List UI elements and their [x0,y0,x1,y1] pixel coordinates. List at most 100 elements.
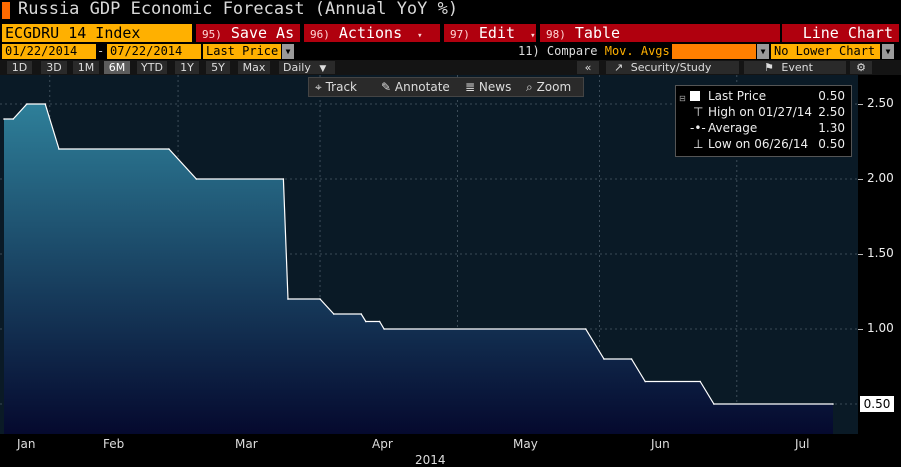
low-marker-icon: ⊥ [693,137,704,151]
security-study-button[interactable]: ↗ Security/Study [606,61,739,74]
save-as-button[interactable]: 95) Save As [196,24,300,42]
data-point [319,298,321,300]
legend-last-price-value: 0.50 [818,89,845,103]
collapse-button[interactable]: « [577,61,599,74]
data-point [630,358,633,360]
crosshair-icon: ⌖ [315,80,322,94]
legend-high-value: 2.50 [818,105,845,119]
chart-tools: ⌖ Track ✎ Annotate ≣ News ⌕ Zoom [308,77,584,97]
y-tick [858,329,863,330]
legend-last-price[interactable]: ⊟ Last Price 0.50 [676,88,851,104]
y-tick-label: 1.50 [867,246,894,260]
chevron-down-icon: ▼ [319,64,327,74]
y-tick [858,104,863,105]
area-fill [4,104,833,434]
mov-avgs-field[interactable] [672,44,756,59]
data-point [603,358,605,360]
chevron-down-icon[interactable]: ▼ [282,44,294,59]
compare-number: 11) [518,44,540,58]
square-icon [690,91,700,101]
table-label: Table [574,24,621,42]
legend-low-label: Low on 06/26/14 [708,137,809,151]
tab-max[interactable]: Max [238,61,270,74]
actions-label: Actions [338,24,403,42]
save-as-number: 95) [202,28,222,41]
pencil-icon: ✎ [381,80,392,94]
tab-6m[interactable]: 6M [104,61,130,74]
data-point [168,148,170,150]
y-tick-label: 2.00 [867,171,894,185]
table-button[interactable]: 98) Table [540,24,780,42]
x-tick-label: Jan [17,437,36,451]
chart-line-icon: ↗ [614,61,624,74]
data-point [3,118,5,120]
security-study-label: Security/Study [630,61,712,74]
frequency-label: Daily [283,61,311,74]
ticker-field[interactable]: ECGDRU 14 Index [2,24,192,42]
data-point [699,380,701,383]
price-line [4,103,833,405]
zoom-button[interactable]: ⌕ Zoom [526,79,571,95]
frequency-select[interactable]: Daily ▼ [279,61,335,74]
x-tick-label: May [513,437,538,451]
x-tick-label: Jul [795,437,810,451]
data-point [26,103,28,105]
tab-1m[interactable]: 1M [73,61,99,74]
start-date-field[interactable]: 01/22/2014 [2,44,96,59]
save-as-label: Save As [230,24,295,42]
lower-chart-select[interactable]: No Lower Chart [771,44,880,59]
annotate-label: Annotate [394,80,450,94]
tab-ytd[interactable]: YTD [137,61,167,74]
track-label: Track [325,80,357,94]
tab-5y[interactable]: 5Y [206,61,230,74]
data-point [383,328,385,330]
x-tick-label: Apr [372,437,393,451]
actions-button[interactable]: 96) Actions ▾ [304,24,440,42]
tab-3d[interactable]: 3D [41,61,67,74]
edit-label: Edit [478,24,516,42]
price-field-select[interactable]: Last Price [203,44,281,59]
actions-number: 96) [310,28,330,41]
range-row: 01/22/2014 - 07/22/2014 Last Price ▼ 11)… [0,43,901,60]
data-point [713,403,715,405]
chevron-down-icon: ▾ [530,31,536,41]
tab-1d[interactable]: 1D [7,61,32,74]
data-point [58,148,60,150]
collapse-icon[interactable]: ⊟ [679,94,686,103]
data-point [195,178,198,180]
y-tick [858,254,863,255]
news-label: News [478,80,512,94]
gear-icon[interactable]: ⚙ [850,61,872,74]
annotate-button[interactable]: ✎ Annotate [381,79,450,95]
title-marker [2,2,10,19]
data-point [378,320,381,323]
zoom-label: Zoom [536,80,572,94]
compare-label: Compare [546,44,598,58]
data-point [282,178,285,180]
legend-average-label: Average [708,121,758,135]
data-point [12,118,14,120]
news-icon: ≣ [465,80,476,94]
edit-number: 97) [450,28,470,41]
legend-high-label: High on 01/27/14 [708,105,813,119]
chevron-down-icon[interactable]: ▼ [757,44,769,59]
period-row: 1D 3D 1M 6M YTD 1Y 5Y Max Daily ▼ « ↗ Se… [0,60,901,75]
x-tick-label: Mar [235,437,258,451]
legend-last-price-label: Last Price [708,89,767,103]
compare-control[interactable]: 11) Compare Mov. Avgs [518,44,670,59]
tab-1y[interactable]: 1Y [175,61,199,74]
end-date-field[interactable]: 07/22/2014 [107,44,201,59]
chevron-down-icon[interactable]: ▼ [882,44,894,59]
line-chart-button[interactable]: Line Chart [782,24,899,42]
data-point [332,313,335,315]
x-axis-year: 2014 [415,453,446,467]
legend-low-value: 0.50 [818,137,845,151]
data-point [365,320,367,323]
data-point [584,328,587,330]
edit-button[interactable]: 97) Edit ▾ [444,24,536,42]
x-tick-label: Jun [651,437,670,451]
news-button[interactable]: ≣ News [465,79,511,95]
track-button[interactable]: ⌖ Track [315,79,357,95]
event-button[interactable]: ⚑ Event [744,61,846,74]
y-axis [858,75,901,434]
